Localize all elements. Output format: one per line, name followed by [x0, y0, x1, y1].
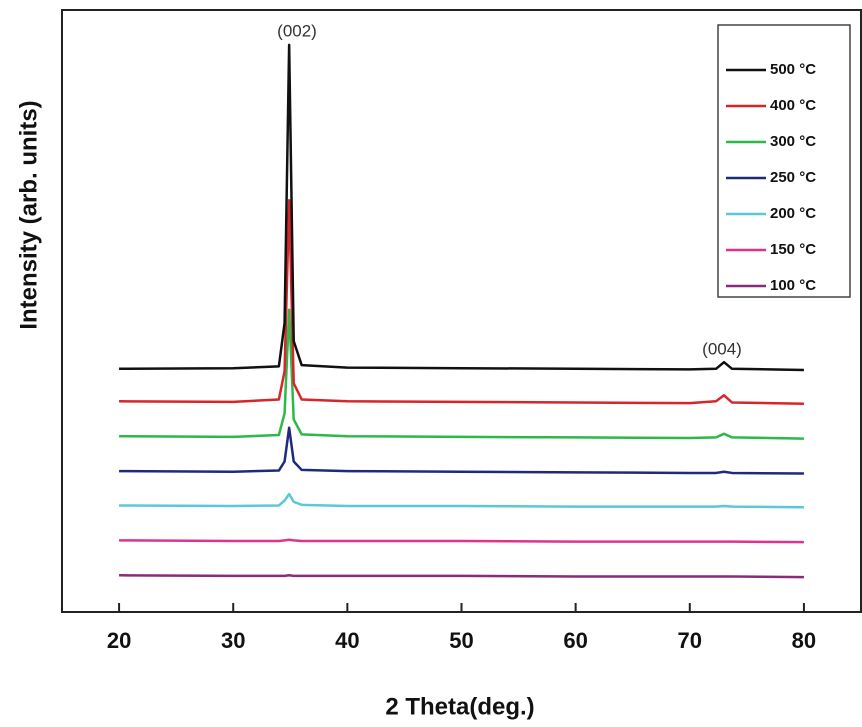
- legend-label: 200 °C: [770, 205, 816, 222]
- data-line: [119, 426, 804, 475]
- legend-label: 250 °C: [770, 169, 816, 186]
- legend-label: 400 °C: [770, 97, 816, 114]
- x-tick-label: 40: [335, 628, 359, 653]
- data-line: [119, 308, 804, 440]
- x-tick-label: 50: [449, 628, 473, 653]
- x-tick-label: 60: [563, 628, 587, 653]
- data-line: [119, 492, 804, 509]
- x-tick-label: 30: [221, 628, 245, 653]
- data-line: [119, 198, 804, 405]
- peak-label: (004): [702, 339, 742, 358]
- x-tick-label: 80: [792, 628, 816, 653]
- x-tick-label: 20: [107, 628, 131, 653]
- data-line: [119, 43, 804, 372]
- legend-label: 150 °C: [770, 241, 816, 258]
- data-line: [119, 574, 804, 579]
- legend-label: 100 °C: [770, 277, 816, 294]
- data-line: [119, 538, 804, 544]
- x-tick-label: 70: [678, 628, 702, 653]
- y-axis-title: Intensity (arb. units): [15, 100, 42, 329]
- legend-label: 300 °C: [770, 133, 816, 150]
- x-axis-title: 2 Theta(deg.): [385, 693, 534, 720]
- legend-label: 500 °C: [770, 61, 816, 78]
- peak-label: (002): [277, 21, 317, 40]
